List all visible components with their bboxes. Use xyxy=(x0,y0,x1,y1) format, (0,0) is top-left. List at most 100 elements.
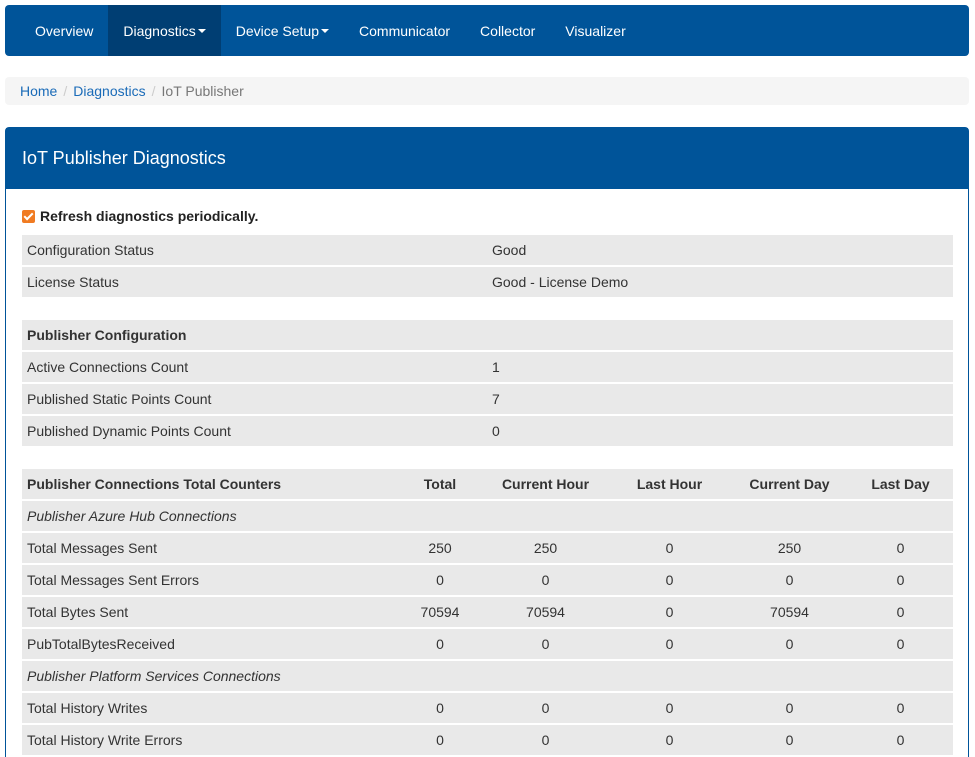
top-navbar: Overview Diagnostics Device Setup Commun… xyxy=(5,5,969,56)
counter-label: PubTotalBytesReceived xyxy=(22,629,397,659)
config-value: 1 xyxy=(487,352,953,382)
refresh-label: Refresh diagnostics periodically. xyxy=(40,208,259,224)
column-header: Current Hour xyxy=(483,469,608,499)
group-row: Publisher Platform Services Connections xyxy=(22,661,953,691)
counter-value: 0 xyxy=(397,629,483,659)
status-label: Configuration Status xyxy=(22,235,487,265)
breadcrumb-separator: / xyxy=(151,83,156,99)
group-label: Publisher Azure Hub Connections xyxy=(22,501,953,531)
column-header: Total xyxy=(397,469,483,499)
nav-diagnostics-label: Diagnostics xyxy=(123,22,196,39)
counter-label: Total Messages Sent xyxy=(22,533,397,563)
table-row: Total History Writes 0 0 0 0 0 xyxy=(22,693,953,723)
nav-overview-label: Overview xyxy=(35,22,94,39)
breadcrumb-separator: / xyxy=(63,83,68,99)
counter-value: 0 xyxy=(731,725,848,755)
counter-label: Total Messages Sent Errors xyxy=(22,565,397,595)
refresh-option[interactable]: Refresh diagnostics periodically. xyxy=(22,207,952,225)
counter-value: 0 xyxy=(483,693,608,723)
config-value: 0 xyxy=(487,416,953,446)
nav-visualizer-label: Visualizer xyxy=(565,22,626,39)
nav-communicator-label: Communicator xyxy=(359,22,451,39)
nav-overview[interactable]: Overview xyxy=(20,5,108,56)
nav-device-setup[interactable]: Device Setup xyxy=(221,5,344,56)
counter-value: 0 xyxy=(848,533,953,563)
nav-diagnostics[interactable]: Diagnostics xyxy=(108,5,221,56)
counter-value: 250 xyxy=(483,533,608,563)
status-label: License Status xyxy=(22,267,487,297)
counter-value: 0 xyxy=(397,565,483,595)
table-row: Total Messages Sent Errors 0 0 0 0 0 xyxy=(22,565,953,595)
table-row: Total Bytes Sent 70594 70594 0 70594 0 xyxy=(22,597,953,627)
counter-value: 70594 xyxy=(397,597,483,627)
config-label: Active Connections Count xyxy=(22,352,487,382)
nav-communicator[interactable]: Communicator xyxy=(344,5,465,56)
status-table: Configuration Status Good License Status… xyxy=(22,233,953,299)
counter-value: 0 xyxy=(848,725,953,755)
table-row: PubTotalBytesReceived 0 0 0 0 0 xyxy=(22,629,953,659)
nav-device-setup-label: Device Setup xyxy=(235,22,320,39)
counter-label: Total History Writes xyxy=(22,693,397,723)
breadcrumb: Home / Diagnostics / IoT Publisher xyxy=(5,77,969,105)
column-header: Last Day xyxy=(848,469,953,499)
table-header-row: Publisher Connections Total Counters Tot… xyxy=(22,469,953,499)
counter-value: 0 xyxy=(848,597,953,627)
table-row: Published Static Points Count 7 xyxy=(22,384,953,414)
counter-value: 70594 xyxy=(483,597,608,627)
group-row: Publisher Azure Hub Connections xyxy=(22,501,953,531)
table-row: Active Connections Count 1 xyxy=(22,352,953,382)
config-label: Published Dynamic Points Count xyxy=(22,416,487,446)
config-value: 7 xyxy=(487,384,953,414)
counter-value: 0 xyxy=(397,725,483,755)
counter-value: 0 xyxy=(608,565,731,595)
nav-visualizer[interactable]: Visualizer xyxy=(550,5,640,56)
counter-label: Total Bytes Sent xyxy=(22,597,397,627)
counter-value: 0 xyxy=(848,629,953,659)
counter-value: 0 xyxy=(483,629,608,659)
counter-label: Total History Write Errors xyxy=(22,725,397,755)
status-value: Good - License Demo xyxy=(487,267,953,297)
breadcrumb-home[interactable]: Home xyxy=(20,83,58,99)
refresh-checkbox[interactable] xyxy=(22,209,35,223)
counter-value: 0 xyxy=(483,725,608,755)
caret-down-icon xyxy=(197,28,206,33)
column-header: Last Hour xyxy=(608,469,731,499)
table-row: Configuration Status Good xyxy=(22,235,953,265)
counter-value: 250 xyxy=(731,533,848,563)
config-label: Published Static Points Count xyxy=(22,384,487,414)
panel-body: Refresh diagnostics periodically. Config… xyxy=(6,189,968,757)
breadcrumb-diagnostics[interactable]: Diagnostics xyxy=(73,83,146,99)
counter-value: 0 xyxy=(608,629,731,659)
counter-value: 0 xyxy=(731,565,848,595)
panel-title: IoT Publisher Diagnostics xyxy=(6,128,968,189)
table-row: Total History Write Errors 0 0 0 0 0 xyxy=(22,725,953,755)
counter-value: 0 xyxy=(397,693,483,723)
group-label: Publisher Platform Services Connections xyxy=(22,661,953,691)
config-table: Publisher Configuration Active Connectio… xyxy=(22,318,953,448)
table-row: Total Messages Sent 250 250 0 250 0 xyxy=(22,533,953,563)
nav-collector-label: Collector xyxy=(480,22,536,39)
counter-value: 0 xyxy=(608,533,731,563)
table-header-row: Publisher Configuration xyxy=(22,320,953,350)
counter-value: 0 xyxy=(608,693,731,723)
status-value: Good xyxy=(487,235,953,265)
counter-value: 0 xyxy=(731,693,848,723)
breadcrumb-current: IoT Publisher xyxy=(161,83,244,99)
counter-value: 0 xyxy=(608,725,731,755)
diagnostics-panel: IoT Publisher Diagnostics Refresh diagno… xyxy=(5,127,969,757)
column-header: Publisher Connections Total Counters xyxy=(22,469,397,499)
config-heading: Publisher Configuration xyxy=(22,320,953,350)
counters-table: Publisher Connections Total Counters Tot… xyxy=(22,467,953,757)
counter-value: 70594 xyxy=(731,597,848,627)
counter-value: 0 xyxy=(848,693,953,723)
column-header: Current Day xyxy=(731,469,848,499)
counter-value: 0 xyxy=(608,597,731,627)
table-row: License Status Good - License Demo xyxy=(22,267,953,297)
caret-down-icon xyxy=(321,28,330,33)
counter-value: 0 xyxy=(848,565,953,595)
table-row: Published Dynamic Points Count 0 xyxy=(22,416,953,446)
counter-value: 0 xyxy=(483,565,608,595)
counter-value: 0 xyxy=(731,629,848,659)
nav-collector[interactable]: Collector xyxy=(465,5,550,56)
counter-value: 250 xyxy=(397,533,483,563)
